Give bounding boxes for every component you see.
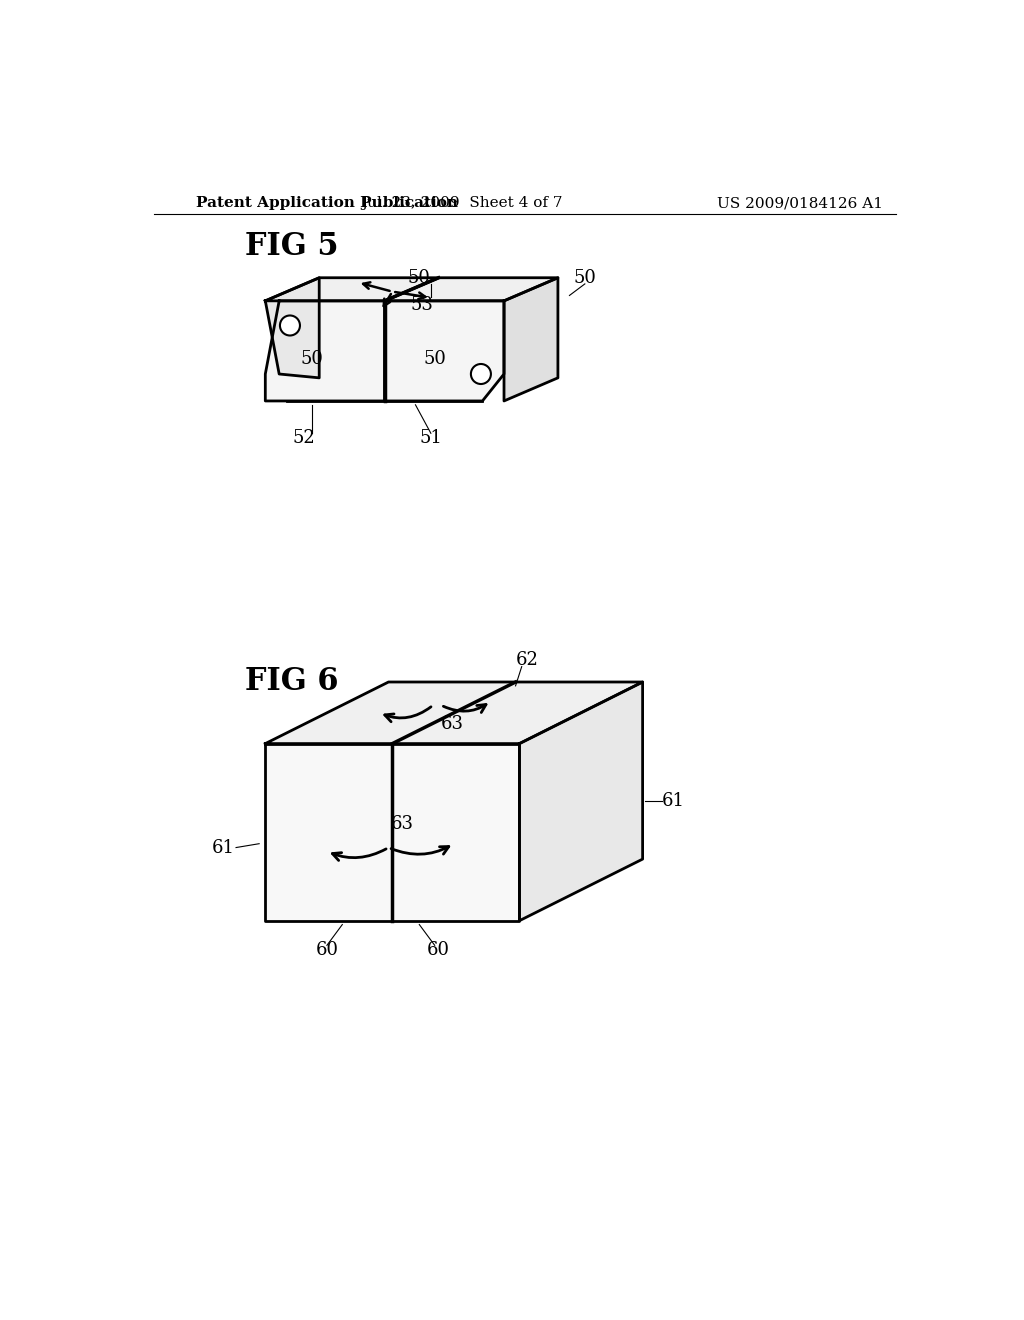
Text: 61: 61 xyxy=(212,838,234,857)
Polygon shape xyxy=(265,301,385,401)
Polygon shape xyxy=(519,682,643,921)
Text: 63: 63 xyxy=(391,816,414,833)
Text: 50: 50 xyxy=(423,350,446,367)
Text: Patent Application Publication: Patent Application Publication xyxy=(196,197,458,210)
Polygon shape xyxy=(265,277,438,301)
Text: 60: 60 xyxy=(315,941,338,958)
Text: 50: 50 xyxy=(300,350,323,367)
Circle shape xyxy=(280,315,300,335)
Text: 63: 63 xyxy=(441,715,464,734)
Text: 53: 53 xyxy=(411,297,433,314)
Text: 62: 62 xyxy=(516,652,539,669)
Text: FIG 6: FIG 6 xyxy=(245,667,338,697)
Text: 60: 60 xyxy=(427,941,451,958)
Text: 50: 50 xyxy=(408,269,431,286)
Polygon shape xyxy=(504,277,558,401)
Text: US 2009/0184126 A1: US 2009/0184126 A1 xyxy=(718,197,884,210)
Text: 51: 51 xyxy=(420,429,442,447)
Polygon shape xyxy=(265,743,519,921)
Circle shape xyxy=(471,364,490,384)
Polygon shape xyxy=(385,277,558,301)
Text: 61: 61 xyxy=(662,792,685,810)
Polygon shape xyxy=(265,682,643,743)
Text: 50: 50 xyxy=(573,269,596,286)
Text: 52: 52 xyxy=(293,429,315,447)
Polygon shape xyxy=(265,277,319,378)
Text: FIG 5: FIG 5 xyxy=(245,231,338,263)
Text: Jul. 23, 2009  Sheet 4 of 7: Jul. 23, 2009 Sheet 4 of 7 xyxy=(360,197,562,210)
Polygon shape xyxy=(385,301,504,401)
